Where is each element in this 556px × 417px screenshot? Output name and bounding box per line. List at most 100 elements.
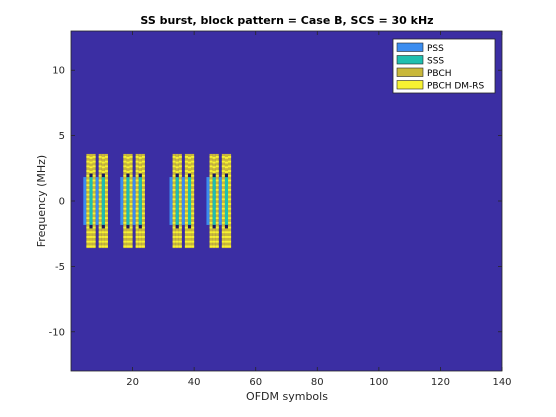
pbch-dmrs-stripe xyxy=(129,170,133,172)
pbch-dmrs-stripe xyxy=(104,245,108,248)
pbch-dmrs-stripe xyxy=(191,198,195,201)
pbch-dmrs-stripe xyxy=(184,207,188,210)
pbch-edge-block xyxy=(224,153,229,174)
pbch-dmrs-stripe xyxy=(172,217,176,220)
legend-swatch xyxy=(396,80,424,90)
pbch-dmrs-stripe xyxy=(172,174,176,177)
pbch-dmrs-stripe xyxy=(215,193,219,196)
pbch-dmrs-stripe xyxy=(175,231,179,234)
pbch-block xyxy=(184,153,188,249)
pbch-dmrs-stripe xyxy=(178,221,182,224)
pbch-dmrs-stripe xyxy=(228,236,232,238)
pbch-dmrs-stripe xyxy=(86,245,90,248)
pbch-dmrs-stripe xyxy=(98,198,102,201)
pbch-dmrs-stripe xyxy=(172,179,176,182)
pbch-dmrs-stripe xyxy=(98,245,102,248)
pbch-dmrs-stripe xyxy=(141,231,145,234)
pbch-dmrs-stripe xyxy=(129,179,133,182)
ss-burst-marks xyxy=(83,153,232,249)
pbch-dmrs-stripe xyxy=(184,160,188,163)
pbch-dmrs-stripe xyxy=(184,170,188,172)
pbch-dmrs-stripe xyxy=(86,184,90,187)
pbch-dmrs-stripe xyxy=(228,184,232,187)
pss-block xyxy=(132,177,136,225)
pbch-dmrs-stripe xyxy=(191,217,195,220)
pbch-dmrs-stripe xyxy=(228,165,232,168)
pbch-dmrs-stripe xyxy=(101,240,105,243)
pbch-dmrs-stripe xyxy=(221,160,225,163)
pbch-dmrs-stripe xyxy=(215,240,219,243)
pbch-dmrs-stripe xyxy=(92,160,96,163)
pbch-dmrs-stripe xyxy=(209,207,213,210)
pbch-dmrs-stripe xyxy=(209,188,213,191)
pbch-dmrs-stripe xyxy=(215,160,219,163)
pbch-edge-block xyxy=(138,153,142,174)
pbch-dmrs-stripe xyxy=(138,231,142,234)
pbch-dmrs-stripe xyxy=(187,161,192,164)
x-tick-label: 120 xyxy=(431,377,450,388)
pbch-dmrs-stripe xyxy=(209,198,213,201)
pbch-dmrs-stripe xyxy=(123,236,127,238)
pbch-dmrs-stripe xyxy=(135,184,139,187)
pbch-dmrs-stripe xyxy=(104,165,108,168)
pbch-dmrs-stripe xyxy=(86,193,90,196)
pbch-dmrs-stripe xyxy=(86,212,90,215)
pbch-dmrs-stripe xyxy=(215,188,219,191)
pbch-dmrs-stripe xyxy=(184,240,188,243)
pbch-dmrs-stripe xyxy=(92,203,96,205)
pbch-dmrs-stripe xyxy=(212,166,216,169)
pbch-dmrs-stripe xyxy=(191,174,195,177)
sss-boundary-marker xyxy=(212,224,216,229)
pbch-dmrs-stripe xyxy=(104,198,108,201)
pbch-dmrs-stripe xyxy=(123,160,127,163)
pbch-dmrs-stripe xyxy=(89,231,93,234)
pbch-dmrs-stripe xyxy=(98,188,102,191)
pbch-dmrs-stripe xyxy=(178,193,182,196)
pbch-dmrs-stripe xyxy=(104,217,108,220)
pbch-dmrs-stripe xyxy=(191,240,195,243)
pbch-dmrs-stripe xyxy=(215,198,219,201)
pbch-dmrs-stripe xyxy=(89,161,93,164)
pbch-dmrs-stripe xyxy=(86,217,90,220)
pbch-dmrs-stripe xyxy=(209,193,213,196)
pss-block xyxy=(120,177,124,225)
pbch-dmrs-stripe xyxy=(224,166,229,169)
pbch-dmrs-stripe xyxy=(123,221,127,224)
pbch-dmrs-stripe xyxy=(86,198,90,201)
pbch-dmrs-stripe xyxy=(178,174,182,177)
legend-label: PBCH DM-RS xyxy=(427,82,485,92)
pbch-dmrs-stripe xyxy=(89,171,93,173)
pbch-dmrs-stripe xyxy=(98,184,102,187)
pbch-dmrs-stripe xyxy=(209,217,213,220)
sss-block xyxy=(224,177,229,225)
pbch-dmrs-stripe xyxy=(178,231,182,234)
pbch-dmrs-stripe xyxy=(191,179,195,182)
sss-boundary-marker xyxy=(224,173,229,178)
pbch-dmrs-stripe xyxy=(187,240,192,243)
pbch-dmrs-stripe xyxy=(172,203,176,205)
pbch-dmrs-stripe xyxy=(172,165,176,168)
pbch-dmrs-stripe xyxy=(175,156,179,159)
ss-block-1 xyxy=(83,153,96,249)
legend-swatch xyxy=(396,55,424,65)
pbch-dmrs-stripe xyxy=(126,156,130,159)
pbch-dmrs-stripe xyxy=(98,203,102,205)
pbch-dmrs-stripe xyxy=(191,165,195,168)
pbch-dmrs-stripe xyxy=(138,166,142,169)
pbch-dmrs-stripe xyxy=(191,203,195,205)
sss-boundary-marker xyxy=(89,173,93,178)
pbch-dmrs-stripe xyxy=(187,245,192,248)
sss-boundary-marker xyxy=(126,173,130,178)
pbch-dmrs-stripe xyxy=(123,207,127,210)
pbch-dmrs-stripe xyxy=(92,236,96,238)
pbch-dmrs-stripe xyxy=(221,174,225,177)
pbch-dmrs-stripe xyxy=(184,179,188,182)
legend-label: PSS xyxy=(427,44,444,54)
pbch-edge-block xyxy=(212,228,216,249)
pbch-dmrs-stripe xyxy=(172,207,176,210)
pbch-dmrs-stripe xyxy=(101,236,105,238)
legend-label: PBCH xyxy=(427,69,452,79)
pbch-dmrs-stripe xyxy=(178,156,182,158)
pbch-dmrs-stripe xyxy=(86,240,90,243)
pbch-dmrs-stripe xyxy=(104,226,108,229)
